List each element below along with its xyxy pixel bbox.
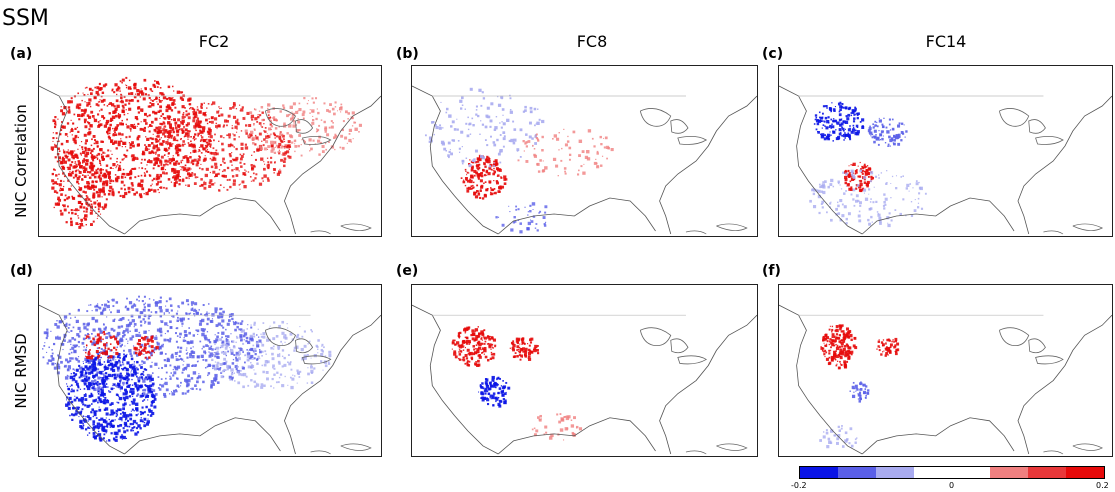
colorbar-segment <box>952 467 990 478</box>
anomaly-cluster <box>867 117 908 147</box>
map-outline <box>685 443 748 455</box>
map-graphic <box>39 76 381 235</box>
anomaly-cluster <box>813 101 865 142</box>
map-outline <box>779 304 1112 455</box>
map-outline <box>639 327 708 365</box>
anomaly-cluster <box>495 202 548 234</box>
map-graphic <box>779 304 1112 455</box>
map-panel-a <box>38 65 382 237</box>
map-outline <box>1043 443 1103 455</box>
panel-label-d: (d) <box>10 263 33 279</box>
map-outline <box>264 327 332 365</box>
map-outline <box>310 223 372 235</box>
anomaly-cluster <box>460 154 508 200</box>
map-outline <box>39 304 381 455</box>
map-outline <box>412 85 757 235</box>
anomaly-cluster <box>211 320 332 390</box>
row-label-rmsd: NIC RMSD <box>12 333 30 409</box>
map-graphic <box>412 304 757 455</box>
panel-label-c: (c) <box>762 46 784 62</box>
column-title-fc8: FC8 <box>576 32 608 51</box>
column-title-fc14: FC14 <box>925 32 967 51</box>
anomaly-cluster <box>244 97 362 157</box>
colorbar <box>799 466 1105 479</box>
anomaly-cluster <box>517 128 614 177</box>
colorbar-segment <box>876 467 914 478</box>
map-graphic <box>412 85 757 235</box>
map-outline <box>39 85 381 235</box>
anomaly-cluster <box>844 161 875 193</box>
map-outline <box>998 327 1064 365</box>
colorbar-tick-zero: 0 <box>949 481 955 490</box>
anomaly-cluster <box>133 335 159 359</box>
map-graphic <box>39 295 381 455</box>
anomaly-cluster <box>509 337 540 361</box>
map-outline <box>779 85 1112 235</box>
anomaly-cluster <box>819 425 858 449</box>
colorbar-segment <box>1066 467 1104 478</box>
anomaly-cluster <box>531 413 583 441</box>
anomaly-cluster <box>150 101 292 192</box>
map-outline <box>412 304 757 455</box>
anomaly-cluster <box>849 381 870 403</box>
anomaly-cluster <box>478 375 511 408</box>
map-panel-b <box>411 65 758 237</box>
colorbar-segment <box>800 467 838 478</box>
map-outline <box>264 108 332 145</box>
colorbar-tick-min: -0.2 <box>791 481 807 490</box>
anomaly-cluster <box>876 337 900 357</box>
colorbar-segment <box>990 467 1028 478</box>
map-outline <box>1043 223 1103 235</box>
anomaly-cluster <box>820 324 858 370</box>
panel-label-a: (a) <box>10 46 33 62</box>
colorbar-segment <box>914 467 952 478</box>
map-outline <box>998 108 1064 145</box>
map-panel-f <box>778 284 1113 457</box>
map-outline <box>310 443 372 455</box>
anomaly-cluster <box>84 330 120 360</box>
map-graphic <box>779 85 1112 235</box>
anomaly-cluster <box>65 350 157 442</box>
map-outline <box>685 223 748 235</box>
map-panel-e <box>411 284 758 457</box>
anomaly-cluster <box>451 326 497 367</box>
panel-label-b: (b) <box>396 46 419 62</box>
column-title-fc2: FC2 <box>198 32 230 51</box>
anomaly-cluster <box>809 169 927 228</box>
anomaly-cluster <box>424 87 545 168</box>
map-outline <box>639 108 708 145</box>
colorbar-segment <box>1028 467 1066 478</box>
map-panel-d <box>38 284 382 457</box>
panel-label-f: (f) <box>762 263 781 279</box>
row-label-correlation: NIC Correlation <box>12 104 30 218</box>
anomaly-cluster <box>51 146 112 229</box>
colorbar-tick-max: 0.2 <box>1096 481 1109 490</box>
figure-title: SSM <box>2 6 49 31</box>
map-panel-c <box>778 65 1113 237</box>
colorbar-segment <box>838 467 876 478</box>
panel-label-e: (e) <box>396 263 419 279</box>
